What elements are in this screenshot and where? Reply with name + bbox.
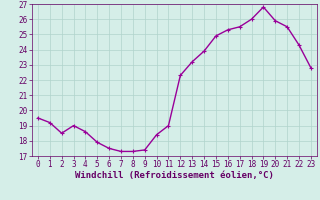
X-axis label: Windchill (Refroidissement éolien,°C): Windchill (Refroidissement éolien,°C)	[75, 171, 274, 180]
